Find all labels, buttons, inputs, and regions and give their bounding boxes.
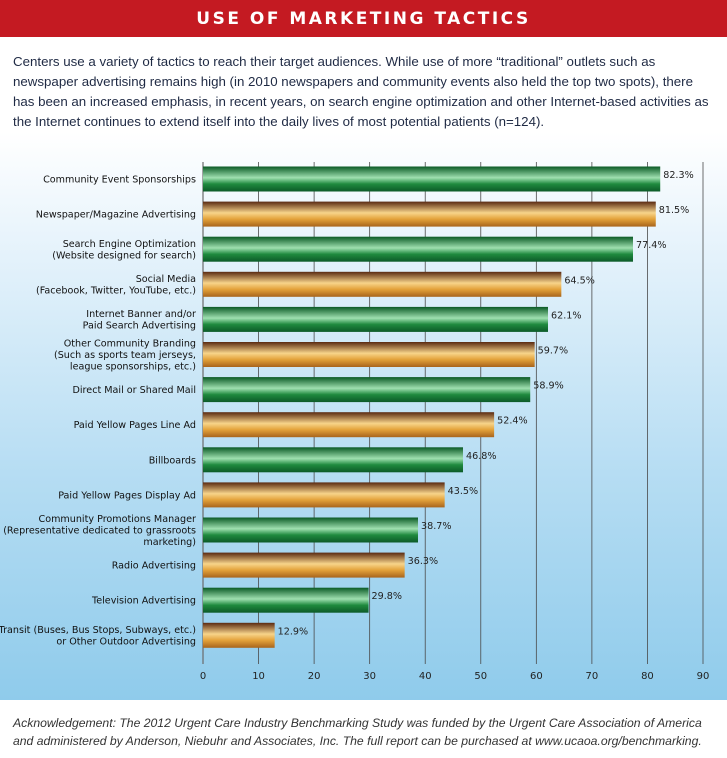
bar-value-label: 64.5% [564, 275, 594, 286]
x-tick-label: 70 [586, 671, 599, 682]
category-label: Search Engine Optimization (Website desig… [52, 239, 196, 262]
category-label: Direct Mail or Shared Mail [73, 385, 197, 396]
x-tick-label: 40 [419, 671, 432, 682]
x-tick-label: 80 [641, 671, 654, 682]
bar [203, 412, 495, 438]
category-label: Other Community Branding (Such as sports … [54, 339, 196, 373]
bar [203, 342, 535, 367]
bar-value-label: 81.5% [659, 205, 689, 216]
category-label: Internet Banner and/or Paid Search Advert… [83, 309, 196, 332]
x-tick-label: 50 [474, 671, 487, 682]
category-label: Billboards [149, 455, 196, 466]
bar-value-label: 62.1% [551, 310, 581, 321]
bar [203, 447, 463, 473]
bar-value-label: 29.8% [372, 591, 402, 602]
bar-value-label: 46.8% [466, 451, 496, 462]
bar [203, 482, 445, 508]
bar [203, 306, 548, 332]
bar-chart: 82.3% Community Event Sponsorships 81.5% Ne… [0, 162, 710, 682]
chart-panel: 82.3% Community Event Sponsorships 81.5% Ne… [0, 132, 727, 700]
bar-value-label: 52.4% [497, 416, 527, 427]
acknowledgement-text: Acknowledgement: The 2012 Urgent Care In… [13, 716, 702, 748]
bar [203, 552, 405, 578]
category-label: Paid Yellow Pages Display Ad [58, 490, 196, 501]
bar-value-label: 59.7% [538, 346, 568, 357]
x-tick-label: 20 [308, 671, 321, 682]
x-tick-label: 90 [697, 671, 710, 682]
bar [203, 201, 656, 227]
category-label: Transit (Buses, Bus Stops, Subways, etc.… [0, 625, 196, 648]
bar [203, 587, 369, 613]
acknowledgement-footer: Acknowledgement: The 2012 Urgent Care In… [0, 700, 727, 758]
bar [203, 271, 562, 297]
bar [203, 236, 633, 262]
bar-value-label: 77.4% [636, 240, 666, 251]
bar [203, 377, 531, 403]
bar-value-label: 82.3% [663, 170, 693, 181]
category-label: Television Advertising [91, 596, 196, 607]
bar [203, 166, 661, 192]
bar-value-label: 43.5% [448, 486, 478, 497]
category-label: Social Media (Facebook, Twitter, YouTube,… [36, 274, 196, 297]
bar [203, 517, 418, 543]
x-tick-label: 60 [530, 671, 543, 682]
x-tick-label: 0 [200, 671, 206, 682]
bar-value-label: 36.3% [408, 556, 438, 567]
category-label: Community Promotions Manager (Representat… [3, 514, 196, 548]
category-label: Newspaper/Magazine Advertising [36, 210, 196, 221]
bar-value-label: 12.9% [278, 626, 308, 637]
x-tick-label: 10 [252, 671, 265, 682]
bar-value-label: 58.9% [533, 381, 563, 392]
bar-value-label: 38.7% [421, 521, 451, 532]
bar [203, 622, 275, 648]
banner-title: USE OF MARKETING TACTICS [0, 0, 727, 37]
category-label: Paid Yellow Pages Line Ad [74, 420, 196, 431]
intro-paragraph: Centers use a variety of tactics to reac… [13, 54, 709, 129]
category-label: Community Event Sponsorships [43, 175, 196, 186]
x-tick-label: 30 [363, 671, 376, 682]
category-label: Radio Advertising [112, 561, 196, 572]
